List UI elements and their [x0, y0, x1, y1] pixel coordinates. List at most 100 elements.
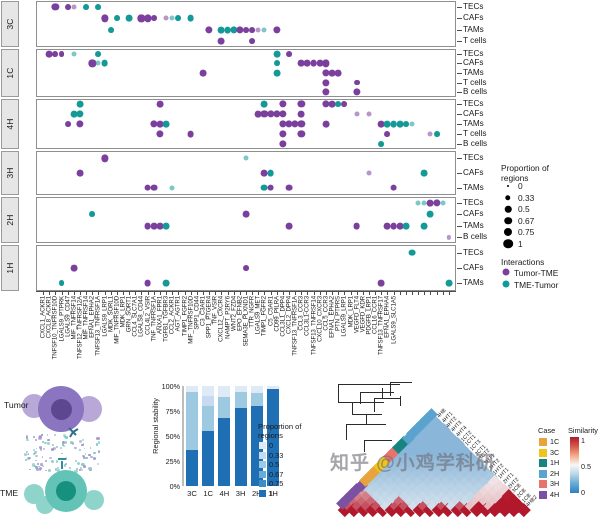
dotplot-dot — [242, 210, 250, 218]
signal-particle — [62, 434, 66, 438]
bar-segment — [218, 386, 231, 397]
dotplot-dot — [267, 184, 274, 192]
dotplot-dot — [255, 27, 261, 33]
dotplot-dot — [353, 79, 360, 86]
dendrogram-branch — [364, 440, 365, 452]
bar-segment — [267, 389, 279, 486]
size-legend-dot — [504, 205, 512, 213]
x-tick — [110, 292, 112, 295]
bar-legend-label: 1 — [269, 489, 274, 498]
facet-label: 3H — [5, 167, 15, 179]
facet-label: 4H — [5, 118, 15, 130]
x-tick — [282, 292, 284, 295]
x-tick — [209, 292, 211, 295]
x-tick — [116, 292, 118, 295]
bar-segment — [186, 386, 198, 392]
x-tick — [424, 292, 426, 295]
signal-particle — [88, 466, 92, 471]
row-label-tecs: TECs — [463, 99, 484, 108]
dotplot-dot — [390, 184, 397, 192]
facet-strip-3C: 3C — [1, 1, 19, 47]
signal-particle — [55, 445, 58, 448]
dendrogram-branch — [382, 388, 383, 398]
case-legend-label: 1C — [550, 437, 560, 446]
bar-segment — [234, 408, 247, 486]
x-tick — [104, 292, 106, 295]
signal-particle — [43, 441, 47, 445]
signal-particle — [93, 451, 96, 454]
case-legend-label: 2H — [550, 468, 560, 478]
signal-particle — [25, 435, 29, 438]
dotplot-dot — [249, 38, 256, 45]
dotplot-dot — [415, 200, 421, 206]
dotplot-dot — [150, 120, 158, 128]
x-tick — [307, 292, 309, 295]
row-tick — [457, 144, 462, 145]
signal-particle — [25, 450, 29, 454]
signal-particle — [74, 446, 77, 449]
row-label-t-cells: T cells — [463, 129, 487, 138]
x-tick — [264, 292, 266, 295]
size-legend-dot — [503, 227, 513, 237]
x-tick — [92, 292, 94, 295]
dotplot-dot — [390, 120, 397, 128]
x-tick — [295, 292, 297, 295]
case-legend-label: 3H — [550, 479, 560, 488]
row-tick — [457, 92, 462, 94]
x-tick — [313, 292, 315, 295]
signal-particle — [74, 469, 78, 474]
dotplot-dot — [76, 120, 84, 128]
signal-particle — [79, 440, 83, 444]
dotplot-dot — [396, 120, 404, 128]
x-tick — [202, 292, 204, 295]
x-tick — [319, 292, 321, 295]
bar-legend-swatch — [259, 442, 266, 449]
dotplot-dot — [322, 88, 330, 96]
facet-label: 1C — [5, 67, 15, 79]
x-tick — [332, 292, 334, 295]
dotplot-dot — [76, 169, 84, 177]
signal-particle — [40, 463, 43, 466]
dendrogram-branch — [374, 398, 400, 399]
case-legend-swatch — [539, 448, 547, 457]
bar-x-tick: 4H — [219, 489, 230, 498]
x-tick — [98, 292, 100, 295]
tme-cell-nucleus — [56, 481, 76, 501]
signal-particle — [33, 436, 35, 439]
facet-strip-2H: 2H — [1, 197, 19, 243]
row-tick — [457, 29, 462, 31]
x-tick — [190, 292, 192, 295]
dotplot-dot — [156, 120, 164, 128]
size-legend-label: 0.75 — [518, 227, 535, 237]
row-label-tams: TAMs — [463, 24, 484, 34]
row-label-cafs: CAFs — [463, 263, 484, 272]
x-tick — [301, 292, 303, 295]
dotplot-dot — [150, 184, 158, 192]
bar-legend-label: 0 — [269, 441, 274, 450]
dotplot-dot — [285, 184, 293, 192]
signal-particle — [63, 445, 66, 448]
legend-swatch-tme-tumor — [502, 280, 510, 288]
row-tick — [457, 124, 462, 125]
signal-particle — [27, 453, 30, 455]
signal-particle — [97, 462, 100, 465]
x-tick — [362, 292, 364, 295]
signal-particle — [47, 439, 50, 442]
dotplot-dot — [279, 100, 287, 108]
dotplot-dot — [58, 280, 65, 287]
bar-segment — [250, 386, 263, 393]
row-tick — [457, 6, 462, 8]
signal-particle — [56, 467, 59, 470]
signal-particle — [64, 435, 68, 439]
bar-y-axis-line — [182, 386, 184, 486]
dotplot-dot — [402, 222, 410, 230]
row-label-tecs: TECs — [463, 197, 484, 207]
signal-particle — [96, 436, 100, 440]
dotplot-dot — [230, 26, 238, 34]
bar-segment — [250, 393, 263, 406]
dotplot-dot — [341, 101, 348, 107]
signal-particle — [26, 438, 29, 442]
signal-particle — [38, 465, 40, 468]
row-label-tams: TAMs — [463, 119, 484, 128]
signal-particle — [33, 449, 36, 452]
